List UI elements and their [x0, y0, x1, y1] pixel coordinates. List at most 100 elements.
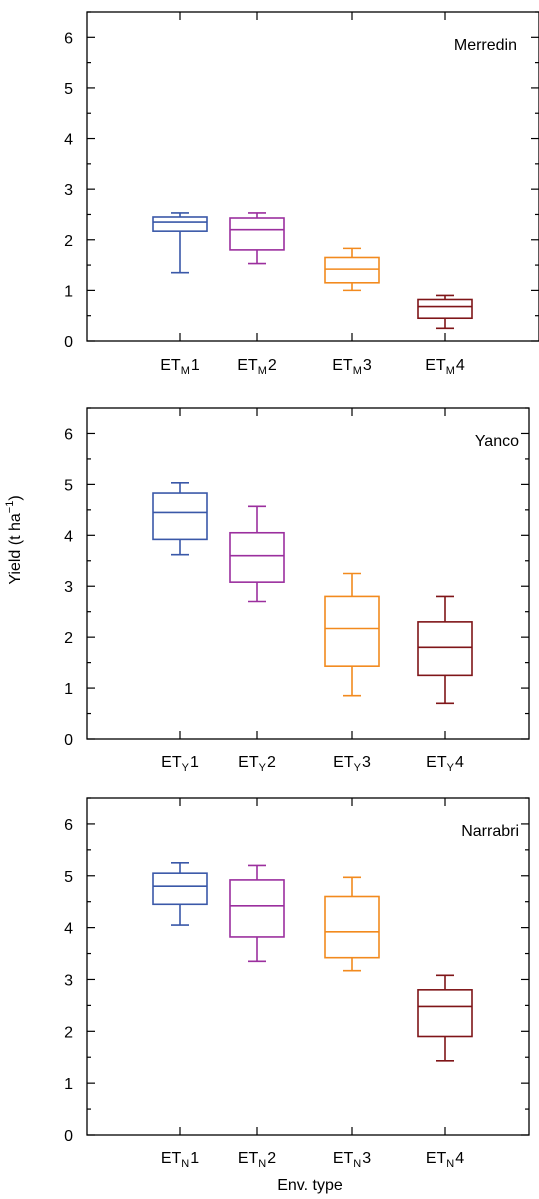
panel-title: Yanco — [475, 433, 519, 450]
category-label-suffix: 1 — [190, 1150, 199, 1167]
y-tick-label: 0 — [64, 732, 73, 749]
y-tick-label: 1 — [64, 1076, 73, 1093]
panel-title: Narrabri — [461, 823, 519, 840]
category-label-suffix: 3 — [362, 1150, 371, 1167]
category-label-prefix: ET — [426, 754, 447, 771]
plot-frame — [86, 11, 539, 342]
box-3 — [324, 247, 380, 292]
box-iqr — [152, 492, 208, 541]
box-2 — [229, 505, 285, 603]
y-tick-label: 2 — [64, 233, 73, 250]
y-tick-label: 1 — [64, 283, 73, 300]
y-axis-title-superscript: −1 — [4, 501, 16, 514]
category-label-subscript: N — [258, 1158, 266, 1170]
y-tick-label: 4 — [64, 528, 73, 545]
category-label: ETY2 — [238, 754, 276, 774]
plot-frame — [86, 797, 530, 1136]
category-label-subscript: N — [353, 1158, 361, 1170]
category-label-subscript: M — [353, 365, 362, 377]
category-label-subscript: M — [181, 365, 190, 377]
box-iqr — [417, 989, 473, 1038]
y-tick-label: 6 — [64, 426, 73, 443]
category-label: ETY3 — [333, 754, 371, 774]
category-label: ETN4 — [426, 1150, 464, 1170]
box-2 — [229, 212, 285, 265]
category-label-subscript: Y — [182, 762, 190, 774]
category-label: ETN3 — [333, 1150, 371, 1170]
category-label-subscript: Y — [354, 762, 362, 774]
category-label-subscript: Y — [447, 762, 455, 774]
category-label-suffix: 4 — [455, 754, 464, 771]
box-iqr — [417, 621, 473, 677]
category-label-prefix: ET — [161, 754, 182, 771]
y-tick-label: 1 — [64, 681, 73, 698]
box-1 — [152, 482, 208, 556]
category-label-suffix: 4 — [455, 1150, 464, 1167]
category-label-prefix: ET — [161, 1150, 182, 1167]
category-label: ETY4 — [426, 754, 464, 774]
box-1 — [152, 212, 208, 274]
category-label: ETM4 — [425, 357, 465, 377]
y-tick-label: 4 — [64, 921, 73, 938]
category-label: ETM3 — [332, 357, 372, 377]
box-iqr — [152, 216, 208, 232]
y-tick-label: 2 — [64, 1024, 73, 1041]
panel-title: Merredin — [454, 37, 517, 54]
plot-frame — [86, 407, 530, 740]
y-tick-label: 3 — [64, 182, 73, 199]
y-tick-label: 0 — [64, 334, 73, 351]
box-3 — [324, 876, 380, 972]
category-label: ETN1 — [161, 1150, 199, 1170]
box-iqr — [324, 595, 380, 667]
category-label-suffix: 2 — [268, 357, 277, 374]
category-label-subscript: M — [446, 365, 455, 377]
y-tick-label: 3 — [64, 579, 73, 596]
category-label-prefix: ET — [425, 357, 446, 374]
category-label-prefix: ET — [237, 357, 258, 374]
category-label-suffix: 4 — [456, 357, 465, 374]
category-label-prefix: ET — [426, 1150, 447, 1167]
y-tick-label: 3 — [64, 972, 73, 989]
category-label: ETM1 — [160, 357, 200, 377]
category-label-suffix: 2 — [267, 754, 276, 771]
box-iqr — [324, 256, 380, 284]
y-tick-label: 5 — [64, 81, 73, 98]
category-label: ETM2 — [237, 357, 277, 377]
category-label-subscript: M — [258, 365, 267, 377]
x-axis-title: Env. type — [277, 1177, 343, 1194]
category-label-prefix: ET — [160, 357, 181, 374]
box-iqr — [229, 531, 285, 583]
box-iqr — [229, 217, 285, 251]
y-tick-label: 0 — [64, 1128, 73, 1145]
category-label-prefix: ET — [238, 754, 259, 771]
category-label-suffix: 3 — [363, 357, 372, 374]
box-iqr — [152, 872, 208, 906]
y-axis-title: Yield (t ha−1) — [4, 495, 24, 584]
box-iqr — [324, 895, 380, 959]
category-label: ETN2 — [238, 1150, 276, 1170]
y-axis-title-text: Yield (t ha — [7, 513, 24, 585]
category-label-subscript: Y — [259, 762, 267, 774]
y-tick-label: 2 — [64, 630, 73, 647]
category-label-prefix: ET — [333, 754, 354, 771]
box-4 — [417, 294, 473, 330]
y-tick-label: 4 — [64, 132, 73, 149]
box-iqr — [417, 298, 473, 320]
box-1 — [152, 862, 208, 926]
category-label-suffix: 1 — [190, 754, 199, 771]
category-label-suffix: 2 — [267, 1150, 276, 1167]
box-4 — [417, 595, 473, 705]
y-tick-label: 5 — [64, 869, 73, 886]
category-label-subscript: N — [181, 1158, 189, 1170]
category-label-prefix: ET — [238, 1150, 259, 1167]
category-label-subscript: N — [446, 1158, 454, 1170]
box-iqr — [229, 879, 285, 938]
box-2 — [229, 864, 285, 963]
box-4 — [417, 974, 473, 1062]
y-axis-title-close: ) — [7, 495, 24, 500]
category-label-prefix: ET — [333, 1150, 354, 1167]
